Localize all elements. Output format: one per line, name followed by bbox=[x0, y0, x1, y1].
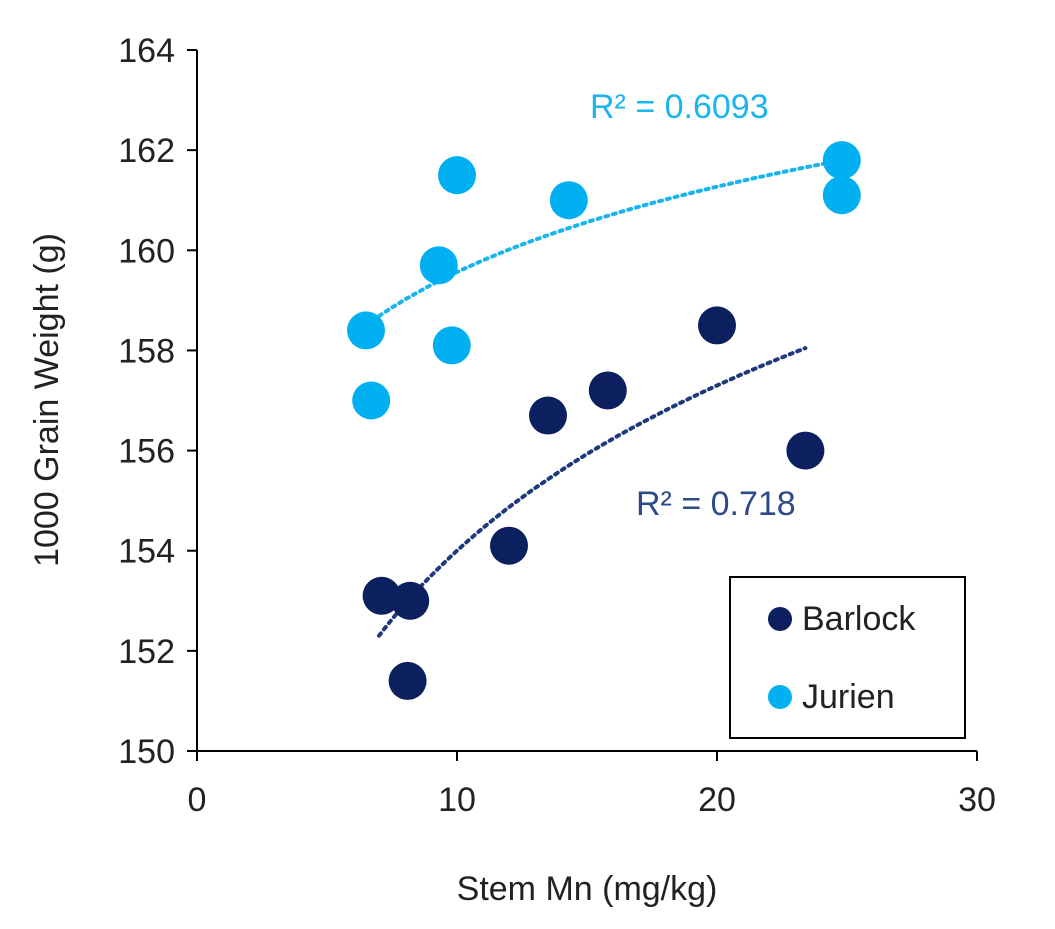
y-tick-label: 154 bbox=[118, 533, 175, 571]
data-point-barlock bbox=[362, 576, 401, 615]
legend-label-jurien: Jurien bbox=[802, 678, 895, 716]
data-point-barlock bbox=[588, 371, 627, 410]
y-axis-label: 1000 Grain Weight (g) bbox=[28, 233, 66, 567]
data-point-barlock bbox=[529, 396, 567, 435]
data-point-jurien bbox=[432, 326, 471, 365]
data-point-jurien bbox=[347, 311, 385, 350]
legend: Barlock Jurien bbox=[729, 576, 966, 739]
trendline-jurien bbox=[364, 158, 844, 328]
legend-marker-jurien bbox=[768, 685, 792, 709]
data-point-barlock bbox=[388, 661, 427, 700]
data-points bbox=[347, 141, 861, 700]
y-tick-label: 150 bbox=[118, 733, 175, 771]
r2-label-barlock: R² = 0.718 bbox=[636, 485, 796, 523]
r2-label-jurien: R² = 0.6093 bbox=[590, 88, 769, 126]
legend-marker-barlock bbox=[768, 607, 792, 631]
data-point-jurien bbox=[549, 181, 588, 220]
data-point-barlock bbox=[698, 306, 736, 345]
y-tick-label: 164 bbox=[118, 32, 175, 70]
data-point-jurien bbox=[438, 156, 476, 195]
data-point-barlock bbox=[786, 431, 825, 470]
data-point-jurien bbox=[419, 246, 458, 285]
trendline-barlock bbox=[377, 346, 808, 638]
x-axis-label: Stem Mn (mg/kg) bbox=[457, 870, 718, 908]
y-tick-label: 158 bbox=[118, 332, 175, 370]
x-tick-label: 30 bbox=[958, 781, 996, 819]
x-tick-label: 0 bbox=[188, 781, 207, 819]
x-tick-label: 10 bbox=[438, 781, 476, 819]
y-tick-label: 156 bbox=[118, 433, 175, 471]
x-tick-label: 20 bbox=[698, 781, 736, 819]
data-point-jurien bbox=[822, 141, 861, 180]
data-point-barlock bbox=[391, 581, 430, 620]
y-tick-label: 162 bbox=[118, 132, 175, 170]
data-point-barlock bbox=[490, 526, 528, 565]
data-point-jurien bbox=[822, 176, 861, 215]
legend-box bbox=[729, 576, 966, 739]
axes: 150 152 154 156 158 160 162 164 0 10 20 30 bbox=[118, 32, 996, 819]
y-tick-label: 160 bbox=[118, 232, 175, 270]
y-tick-label: 152 bbox=[118, 633, 175, 671]
legend-label-barlock: Barlock bbox=[802, 600, 916, 638]
data-point-jurien bbox=[352, 381, 391, 420]
